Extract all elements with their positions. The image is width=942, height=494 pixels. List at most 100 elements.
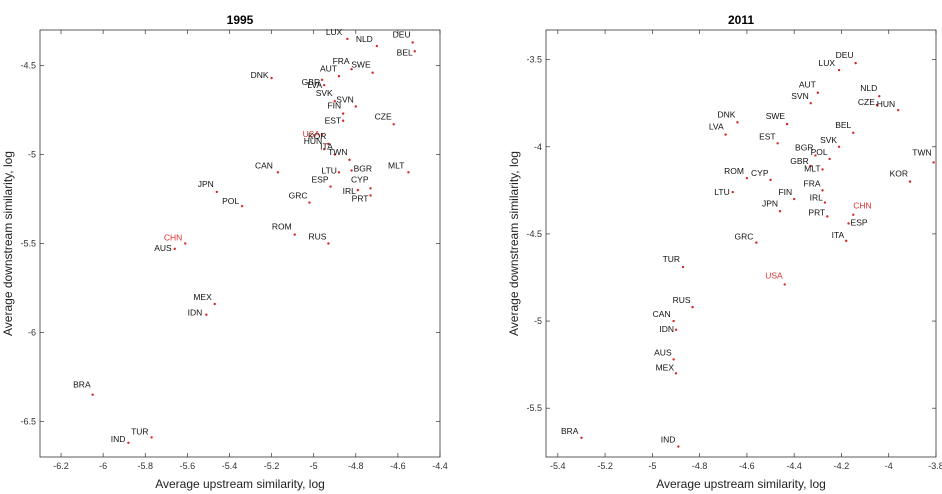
x-axis-label: Average upstream similarity, log [656, 477, 826, 491]
data-point-chn [184, 242, 187, 245]
point-label-dnk: DNK [718, 109, 736, 119]
data-point-grc [308, 201, 311, 204]
y-tick-label: -3.5 [526, 55, 542, 65]
x-tick-label: -4.8 [348, 461, 364, 471]
x-tick-label: -5.2 [264, 461, 280, 471]
data-point-lux [837, 68, 841, 72]
x-tick-label: -4.8 [692, 461, 708, 471]
data-point-cze [875, 103, 879, 107]
data-point-bel [852, 131, 855, 135]
point-label-fra: FRA [804, 178, 821, 188]
data-point-nld [375, 44, 379, 48]
x-tick-label: -5 [310, 461, 318, 471]
data-point-swe [371, 71, 374, 74]
point-label-hun: HUN [877, 99, 895, 109]
x-tick-label: -3.8 [928, 461, 942, 471]
data-point-usa [320, 133, 324, 137]
x-axis-label: Average upstream similarity, log [155, 477, 325, 491]
point-label-twn: TWN [328, 147, 347, 157]
point-label-svn: SVN [791, 91, 808, 101]
point-label-kor: KOR [308, 131, 326, 141]
data-point-cyp [769, 178, 772, 182]
data-point-lva [323, 83, 326, 87]
point-label-esp: ESP [851, 217, 868, 227]
data-point-can [672, 319, 675, 323]
point-label-prt: PRT [352, 193, 369, 203]
point-label-chn: CHN [853, 201, 871, 211]
x-tick-label: -4.2 [834, 461, 850, 471]
data-point-svk [837, 145, 841, 148]
point-label-lux: LUX [819, 58, 836, 68]
y-tick-label: -4.5 [526, 229, 542, 239]
point-label-aus: AUS [154, 243, 172, 253]
point-label-nld: NLD [860, 83, 877, 93]
point-label-mex: MEX [193, 292, 212, 302]
point-label-bel: BEL [397, 47, 413, 57]
point-label-grc: GRC [289, 191, 308, 201]
point-label-idn: IDN [188, 308, 203, 318]
x-tick-label: -4 [885, 461, 893, 471]
data-point-prt [369, 194, 372, 197]
data-point-svk [333, 99, 336, 103]
point-label-rom: ROM [272, 222, 292, 232]
data-point-irl [823, 201, 827, 204]
data-point-tur [681, 265, 685, 269]
point-label-rom: ROM [724, 166, 744, 176]
x-tick-label: -4.4 [432, 461, 448, 471]
x-tick-label: -5.4 [550, 461, 566, 471]
x-tick-label: -5.6 [180, 461, 196, 471]
data-point-est [776, 142, 779, 145]
x-tick-label: -6 [99, 461, 107, 471]
y-axis-label: Average downstream similarity, log [1, 151, 15, 336]
point-label-ind: IND [661, 435, 676, 445]
data-point-kor [327, 142, 330, 146]
point-label-can: CAN [653, 309, 671, 319]
point-label-dnk: DNK [251, 70, 269, 80]
data-point-lux [346, 37, 349, 41]
data-point-est [341, 119, 345, 122]
point-label-bel: BEL [835, 120, 851, 130]
point-label-rus: RUS [673, 295, 691, 305]
data-point-fra [821, 189, 824, 192]
point-label-can: CAN [255, 160, 273, 170]
data-point-gbr [320, 78, 324, 82]
data-point-ita [844, 239, 848, 243]
data-point-aus [672, 358, 675, 361]
point-label-chn: CHN [164, 233, 182, 243]
data-point-nld [878, 95, 881, 98]
y-tick-label: -6.5 [20, 416, 36, 426]
y-tick-label: -5.5 [20, 239, 36, 249]
point-label-rus: RUS [308, 232, 326, 242]
data-point-fin [341, 112, 345, 115]
data-point-bel [413, 50, 416, 53]
plot-frame [545, 29, 937, 458]
point-label-ltu: LTU [714, 187, 729, 197]
data-point-bra [580, 436, 583, 440]
point-label-ltu: LTU [322, 165, 337, 175]
point-label-usa: USA [303, 129, 321, 139]
x-tick-label: -5.2 [597, 461, 613, 471]
point-label-est: EST [325, 116, 342, 126]
chart-title: 1995 [227, 13, 254, 27]
point-label-bra: BRA [73, 380, 91, 390]
point-label-fin: FIN [327, 101, 341, 111]
y-tick-label: -5.5 [526, 403, 542, 413]
point-label-ita: ITA [320, 142, 333, 152]
data-point-aut [337, 75, 341, 78]
y-axis-label: Average downstream similarity, log [507, 151, 521, 336]
point-label-bra: BRA [561, 426, 579, 436]
y-tick-label: -4.5 [20, 61, 36, 71]
point-label-swe: SWE [351, 60, 371, 70]
y-tick-label: -5 [534, 316, 542, 326]
data-point-mlt [821, 168, 824, 171]
data-point-rus [327, 242, 330, 245]
data-point-fin [792, 197, 796, 201]
point-label-usa: USA [765, 270, 783, 280]
chart-title: 2011 [728, 13, 754, 27]
data-point-hun [896, 108, 900, 112]
point-label-ita: ITA [832, 230, 845, 240]
data-point-twn [348, 158, 351, 162]
data-point-jpn [778, 210, 782, 213]
point-label-pol: POL [222, 196, 239, 206]
